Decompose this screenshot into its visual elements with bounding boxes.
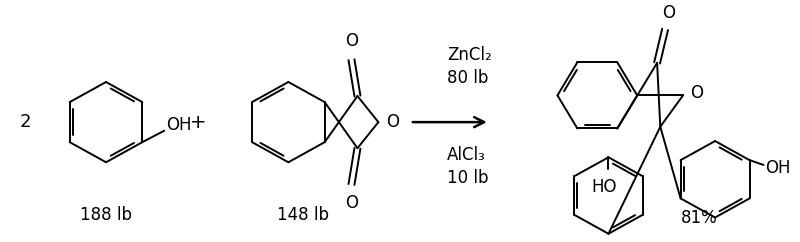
Text: OH: OH bbox=[166, 116, 192, 134]
Text: 148 lb: 148 lb bbox=[278, 206, 330, 224]
Text: HO: HO bbox=[592, 178, 618, 196]
Text: +: + bbox=[190, 113, 206, 132]
Text: 2: 2 bbox=[19, 113, 31, 131]
Text: 188 lb: 188 lb bbox=[80, 206, 132, 224]
Text: 80 lb: 80 lb bbox=[447, 69, 488, 87]
Text: 81%: 81% bbox=[681, 209, 718, 227]
Text: O: O bbox=[662, 4, 675, 22]
Text: O: O bbox=[690, 84, 703, 102]
Text: O: O bbox=[345, 32, 358, 50]
Text: O: O bbox=[345, 194, 358, 212]
Text: AlCl₃: AlCl₃ bbox=[447, 146, 486, 164]
Text: 10 lb: 10 lb bbox=[447, 168, 488, 187]
Text: OH: OH bbox=[766, 159, 791, 177]
Text: O: O bbox=[386, 113, 399, 131]
Text: ZnCl₂: ZnCl₂ bbox=[447, 46, 491, 64]
